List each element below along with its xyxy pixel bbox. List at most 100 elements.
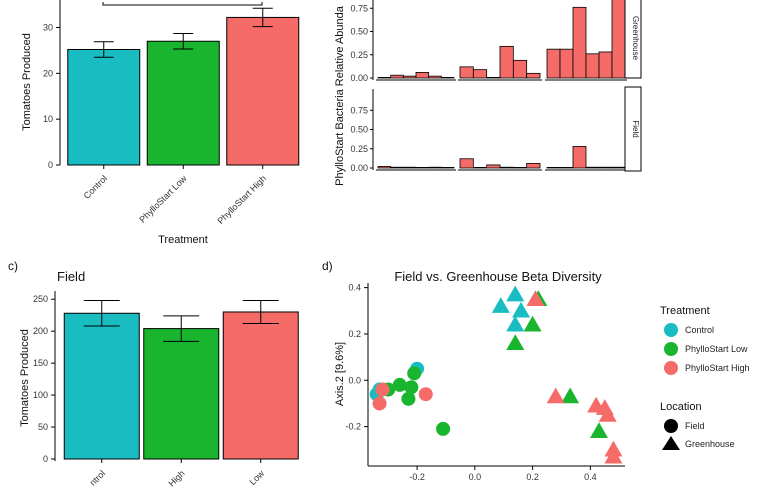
d-point-greenhouse bbox=[598, 406, 617, 422]
c-y-axis-label: Tomatoes Produced bbox=[19, 329, 31, 427]
a-y-axis-label: Tomatoes Produced bbox=[21, 33, 33, 131]
a-y-ticks: 0 10 20 30 bbox=[43, 23, 60, 170]
legend-treatment-label: PhylloStart High bbox=[685, 363, 750, 373]
a-y-tick-label: 0 bbox=[48, 160, 53, 170]
b-bar bbox=[572, 6, 587, 79]
a-bar bbox=[226, 16, 300, 166]
b-bar bbox=[377, 77, 392, 79]
c-y-tick-label: 250 bbox=[33, 294, 48, 304]
d-point-field bbox=[418, 387, 433, 402]
b-bar bbox=[512, 166, 528, 169]
legend-treatment-key bbox=[664, 323, 678, 337]
d-y-tick-label: 0.0 bbox=[348, 375, 361, 385]
legend-treatment-key bbox=[664, 361, 678, 375]
b-bar bbox=[440, 77, 455, 79]
d-point-greenhouse bbox=[491, 297, 510, 313]
b-bar bbox=[459, 158, 474, 169]
b-bar bbox=[415, 166, 430, 169]
panel-c: c) Field 0 50 100 150 200 250 ntrol High Low To… bbox=[8, 259, 299, 487]
a-y-tick-label: 10 bbox=[43, 114, 53, 124]
panel-a: 0 10 20 30 Control PhylloStart Low PhylloStar… bbox=[21, 0, 300, 246]
b-bar bbox=[472, 69, 488, 79]
d-point-field bbox=[372, 396, 387, 411]
b-y-tick-label: 0.75 bbox=[350, 3, 368, 13]
b-facets: 0.00 0.25 0.50 0.75 Greenhouse 0.00 0.25 0.50 0.… bbox=[350, 0, 642, 173]
significance-bracket bbox=[102, 2, 263, 6]
d-point-greenhouse bbox=[561, 387, 580, 404]
d-x-tick-label: 0.2 bbox=[526, 472, 539, 482]
a-y-tick-label: 30 bbox=[43, 23, 53, 33]
b-bar bbox=[559, 48, 574, 79]
b-bar bbox=[559, 166, 574, 169]
a-x-tick-label: Control bbox=[82, 173, 110, 201]
b-bar bbox=[486, 164, 501, 169]
d-y-tick-label: 0.4 bbox=[348, 283, 361, 293]
b-facet-strip bbox=[624, 86, 642, 172]
d-point-greenhouse bbox=[506, 285, 525, 302]
b-bar bbox=[428, 75, 442, 79]
b-bar bbox=[598, 51, 613, 79]
b-y-tick-label: 0.25 bbox=[350, 144, 368, 154]
b-bar bbox=[377, 166, 392, 169]
c-x-tick-label: High bbox=[167, 468, 187, 487]
panel-label-d: d) bbox=[322, 259, 333, 273]
b-y-axis-label: PhylloStart Bacteria Relative Abunda bbox=[334, 5, 346, 186]
b-y-tick-label: 0.75 bbox=[350, 105, 368, 115]
d-points bbox=[369, 285, 623, 464]
d-point-field bbox=[392, 377, 407, 392]
legend-location-label: Field bbox=[685, 421, 705, 431]
d-title: Field vs. Greenhouse Beta Diversity bbox=[394, 269, 602, 284]
b-bar bbox=[440, 166, 455, 169]
b-bar bbox=[415, 72, 430, 79]
b-y-tick-label: 0.00 bbox=[350, 163, 368, 173]
b-bar bbox=[546, 166, 561, 169]
c-bar bbox=[222, 311, 299, 460]
d-point-field bbox=[375, 382, 390, 397]
d-point-greenhouse bbox=[506, 334, 525, 350]
d-y-tick-label: 0.2 bbox=[348, 329, 361, 339]
legend-treatment-label: PhylloStart Low bbox=[685, 344, 748, 354]
d-point-greenhouse bbox=[604, 447, 623, 464]
d-point-field bbox=[436, 421, 451, 436]
b-bar bbox=[611, 0, 626, 79]
a-bars bbox=[67, 7, 300, 166]
b-bar bbox=[402, 166, 417, 169]
d-point-greenhouse bbox=[526, 290, 545, 306]
d-x-tick-label: 0.4 bbox=[584, 472, 597, 482]
a-x-tick-label: PhylloStart High bbox=[215, 173, 268, 226]
b-bar bbox=[390, 74, 404, 79]
b-bar bbox=[428, 166, 442, 169]
c-title: Field bbox=[57, 269, 85, 284]
d-point-greenhouse bbox=[506, 315, 525, 332]
legend-treatment-label: Control bbox=[685, 325, 714, 335]
b-bar bbox=[572, 146, 587, 169]
legend-location-label: Greenhouse bbox=[685, 439, 735, 449]
d-point-field bbox=[401, 391, 416, 406]
legend-treatment-key bbox=[664, 342, 678, 356]
b-bar bbox=[526, 72, 541, 79]
b-bar bbox=[486, 77, 501, 79]
a-y-tick-label: 20 bbox=[43, 68, 53, 78]
d-point-greenhouse bbox=[546, 387, 565, 404]
c-y-tick-label: 100 bbox=[33, 390, 48, 400]
b-bar bbox=[499, 45, 514, 79]
c-x-ticks: ntrol High Low bbox=[88, 459, 267, 487]
b-bar bbox=[526, 162, 541, 169]
d-y-ticks: -0.2 0.0 0.2 0.4 bbox=[345, 283, 368, 432]
c-y-tick-label: 0 bbox=[43, 454, 48, 464]
panel-label-c: c) bbox=[8, 259, 18, 273]
b-bar bbox=[512, 59, 528, 79]
b-facet-strip-label: Greenhouse bbox=[631, 16, 640, 61]
c-y-tick-label: 150 bbox=[33, 358, 48, 368]
panel-d: d) Field vs. Greenhouse Beta Diversity -… bbox=[322, 259, 750, 482]
b-bar bbox=[585, 166, 600, 169]
c-y-ticks: 0 50 100 150 200 250 bbox=[33, 294, 55, 464]
b-bar bbox=[585, 53, 600, 79]
a-x-axis-label: Treatment bbox=[158, 234, 208, 246]
b-y-tick-label: 0.25 bbox=[350, 50, 368, 60]
b-y-tick-label: 0.50 bbox=[350, 27, 368, 37]
d-legend: Treatment Control PhylloStart Low PhylloSt… bbox=[660, 305, 750, 450]
d-y-axis-label: Axis.2 [9.6%] bbox=[334, 342, 346, 406]
legend-location-key bbox=[664, 419, 678, 433]
d-point-field bbox=[404, 380, 419, 395]
